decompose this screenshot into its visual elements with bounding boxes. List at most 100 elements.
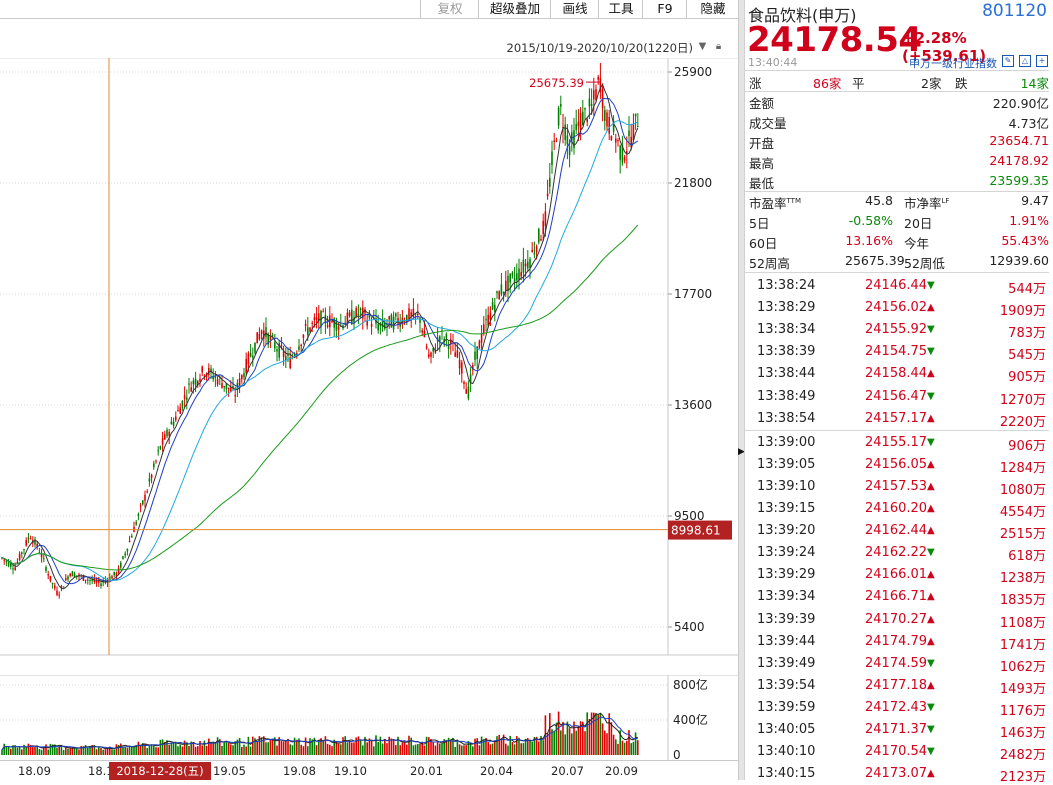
volume-bar: [161, 739, 164, 755]
tick-row[interactable]: 13:39:10 24157.53 ▲ 1080万: [744, 476, 1049, 498]
kline-chart[interactable]: 25675.39 8998.61 25900 21800 17700 13600 950…: [0, 58, 738, 658]
candle-body: [348, 312, 351, 317]
tick-row[interactable]: 13:39:54 24177.18 ▲ 1493万: [744, 675, 1049, 697]
volume-bar: [584, 731, 586, 755]
candle-body: [135, 522, 137, 525]
metric-row: 5日 -0.58% 20日 1.91%: [749, 213, 1049, 233]
volume-bar: [626, 740, 628, 755]
crosshair: 8998.61: [0, 58, 732, 655]
tick-volume: 618万: [1008, 549, 1046, 565]
tools-button[interactable]: 工具: [598, 0, 643, 18]
volume-bar: [355, 737, 357, 755]
lock-icon[interactable]: 🔒︎: [715, 41, 722, 52]
volume-bar: [144, 744, 146, 755]
candle-body: [113, 571, 115, 576]
index-code[interactable]: 801120: [982, 1, 1047, 21]
candle-body: [522, 259, 525, 273]
candle-body: [406, 314, 408, 323]
candle-body: [410, 312, 412, 317]
tick-time: 13:39:24: [757, 545, 816, 561]
tick-row[interactable]: 13:39:05 24156.05 ▲ 1284万: [744, 454, 1049, 476]
candle-body: [326, 325, 329, 327]
tick-row[interactable]: 13:39:00 24155.17 ▼ 906万: [744, 432, 1049, 454]
tick-row[interactable]: 13:38:29 24156.02 ▲ 1909万: [744, 297, 1049, 319]
candle-body: [282, 351, 285, 358]
tick-row[interactable]: 13:39:44 24174.79 ▲ 1741万: [744, 631, 1049, 653]
f9-button[interactable]: F9: [642, 0, 687, 18]
fuquan-button[interactable]: 复权: [420, 0, 479, 18]
add-icon[interactable]: +: [1036, 55, 1048, 67]
tick-row[interactable]: 13:40:10 24170.54 ▼ 2482万: [744, 741, 1049, 763]
tick-row[interactable]: 13:40:15 24173.07 ▲ 2123万: [744, 763, 1049, 785]
volume-bar: [203, 740, 206, 755]
tick-row[interactable]: 13:38:39 24154.75 ▼ 545万: [744, 341, 1049, 363]
candle-body: [247, 353, 250, 365]
volume-bar: [117, 744, 120, 755]
volume-bar: [483, 739, 485, 755]
candle-body: [419, 318, 421, 323]
tick-row[interactable]: 13:39:24 24162.22 ▼ 618万: [744, 542, 1049, 564]
tick-row[interactable]: 13:39:29 24166.01 ▲ 1238万: [744, 564, 1049, 586]
candle-body: [487, 315, 489, 326]
volume-bar: [320, 738, 322, 755]
crosshair-date-label: 2018-12-28(五): [109, 762, 211, 780]
tick-row[interactable]: 13:38:44 24158.44 ▲ 905万: [744, 363, 1049, 385]
candle-body: [324, 315, 327, 324]
volume-bar: [186, 742, 188, 755]
candle-body: [540, 239, 542, 241]
volume-bar: [346, 742, 349, 755]
candle-body: [23, 549, 25, 551]
volume-bar: [544, 715, 547, 755]
volume-bar: [164, 741, 166, 755]
metric-value: 45.8: [865, 193, 893, 208]
volume-chart[interactable]: 800亿 400亿 0: [0, 675, 738, 761]
range-dropdown-icon[interactable]: ▼: [698, 41, 707, 52]
volume-bar: [634, 732, 637, 755]
tick-price: 24171.37: [865, 722, 928, 737]
candle-body: [474, 351, 476, 361]
tick-time: 13:38:49: [757, 388, 816, 404]
tick-row[interactable]: 13:40:05 24171.37 ▼ 1463万: [744, 719, 1049, 741]
volume-bar: [588, 718, 591, 755]
candle-body: [445, 333, 448, 339]
collapse-arrow-icon[interactable]: ▶: [738, 447, 745, 457]
candle-body: [126, 548, 129, 552]
volume-bar: [221, 745, 223, 755]
candle-body: [117, 568, 120, 573]
hide-button[interactable]: 隐藏: [686, 0, 739, 18]
tick-row[interactable]: 13:38:49 24156.47 ▼ 1270万: [744, 386, 1049, 408]
date-axis: 18.09 18.1 19.05 19.08 19.10 20.01 20.04…: [0, 760, 738, 781]
super-overlay-button[interactable]: 超级叠加: [478, 0, 551, 18]
candle-body: [434, 350, 437, 353]
tick-row[interactable]: 13:39:15 24160.20 ▲ 4554万: [744, 498, 1049, 520]
tick-row[interactable]: 13:39:59 24172.43 ▼ 1176万: [744, 697, 1049, 719]
down-arrow-icon: ▼: [927, 390, 935, 402]
candle-body: [280, 345, 283, 348]
volume-bar: [463, 745, 465, 755]
tick-row[interactable]: 13:39:20 24162.44 ▲ 2515万: [744, 520, 1049, 542]
tick-volume: 2220万: [999, 414, 1046, 430]
candle-body: [194, 378, 197, 386]
tick-row[interactable]: 13:38:24 24146.44 ▼ 544万: [744, 275, 1049, 297]
industry-index-link[interactable]: 申万一级行业指数: [909, 57, 997, 70]
tick-row[interactable]: 13:38:54 24157.17 ▲ 2220万: [744, 408, 1049, 430]
candle-body: [582, 111, 584, 126]
date-range-label[interactable]: 2015/10/19-2020/10/20(1220日): [506, 41, 693, 55]
candle-body: [329, 315, 331, 328]
candle-body: [450, 339, 452, 345]
tick-row[interactable]: 13:39:34 24166.71 ▲ 1835万: [744, 586, 1049, 608]
candle-body: [269, 335, 272, 340]
candle-body: [414, 313, 417, 315]
volume-bar: [135, 745, 137, 755]
candle-body: [439, 336, 441, 342]
tick-row[interactable]: 13:38:34 24155.92 ▼ 783万: [744, 319, 1049, 341]
candle-body: [271, 335, 274, 337]
candle-body: [40, 553, 43, 558]
alert-icon[interactable]: △: [1019, 55, 1031, 67]
volume-bar: [586, 712, 588, 755]
volume-bar: [243, 744, 245, 755]
draw-line-button[interactable]: 画线: [550, 0, 599, 18]
edit-icon[interactable]: ✎: [1002, 55, 1014, 67]
tick-row[interactable]: 13:39:39 24170.27 ▲ 1108万: [744, 609, 1049, 631]
tick-row[interactable]: 13:39:49 24174.59 ▼ 1062万: [744, 653, 1049, 675]
